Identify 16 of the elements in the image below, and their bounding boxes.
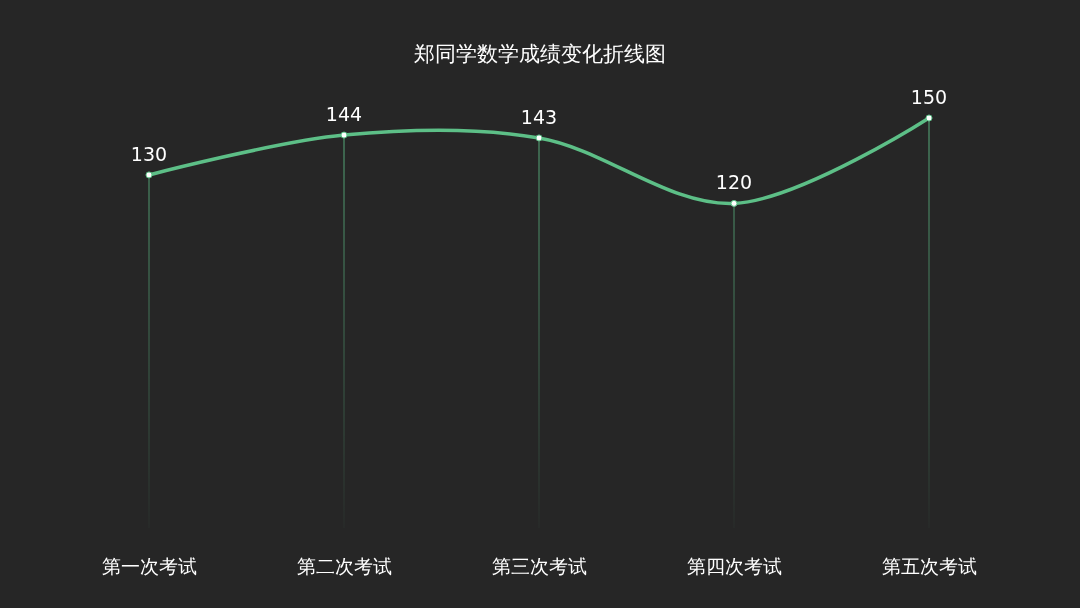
data-label: 144 bbox=[325, 103, 363, 126]
point bbox=[730, 199, 738, 207]
x-tick-label: 第二次考试 bbox=[297, 555, 392, 578]
data-label: 150 bbox=[910, 86, 948, 108]
x-tick-label: 第三次考试 bbox=[492, 555, 587, 578]
x-tick-label: 第四次考试 bbox=[687, 555, 782, 578]
data-label: 143 bbox=[520, 105, 558, 128]
point bbox=[340, 131, 348, 139]
point bbox=[535, 134, 543, 142]
x-tick-label: 第五次考试 bbox=[882, 555, 977, 578]
data-label: 120 bbox=[715, 171, 753, 194]
point bbox=[925, 114, 933, 122]
chart-title: 郑同学数学成绩变化折线图 bbox=[414, 42, 666, 66]
x-tick-label: 第一次考试 bbox=[102, 555, 197, 578]
point bbox=[145, 171, 153, 179]
data-label: 130 bbox=[130, 142, 168, 165]
